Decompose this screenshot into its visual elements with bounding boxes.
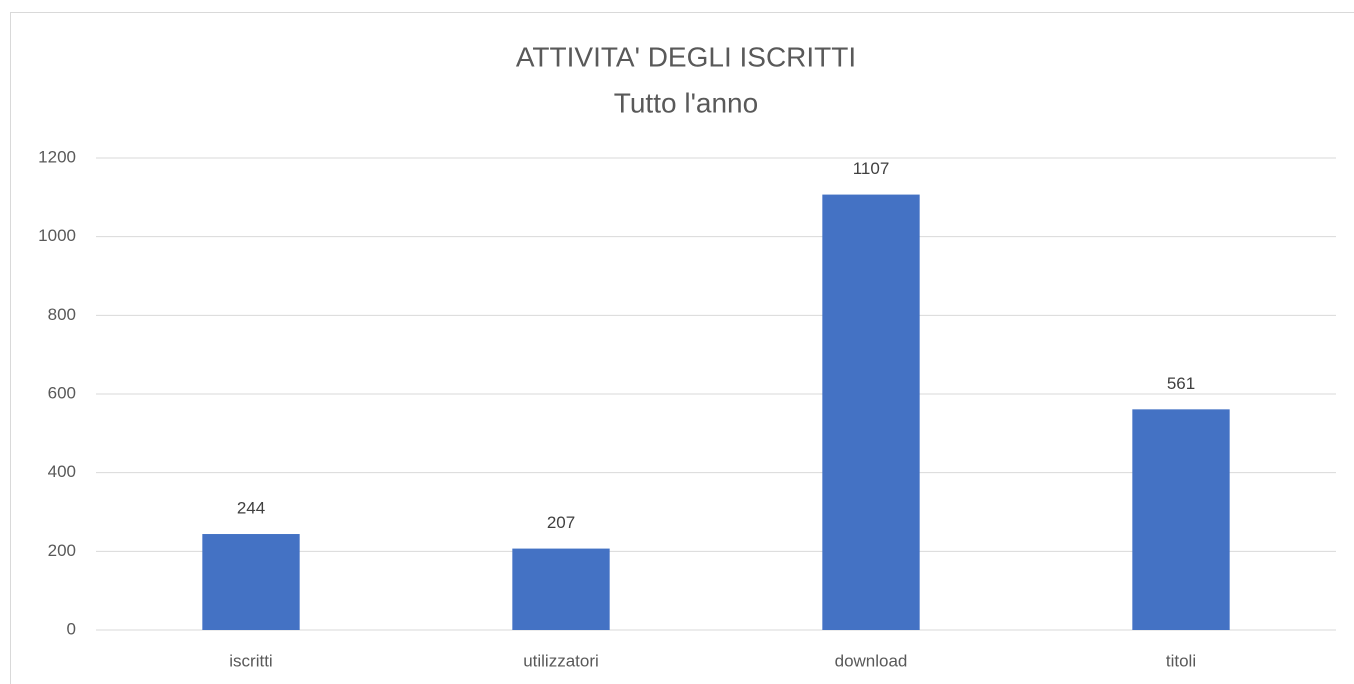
bar — [512, 548, 610, 630]
y-tick-label: 400 — [48, 462, 76, 481]
chart-subtitle: Tutto l'anno — [614, 87, 758, 118]
y-tick-label: 1000 — [38, 226, 76, 245]
data-label: 561 — [1167, 374, 1195, 393]
chart-title: ATTIVITA' DEGLI ISCRITTI — [516, 41, 856, 72]
y-tick-label: 600 — [48, 383, 76, 402]
y-tick-label: 0 — [67, 619, 76, 638]
x-tick-label: iscritti — [229, 651, 272, 670]
bar — [822, 194, 920, 630]
bar — [1132, 409, 1230, 630]
y-tick-label: 800 — [48, 305, 76, 324]
x-tick-label: utilizzatori — [523, 651, 599, 670]
x-tick-label: download — [835, 651, 908, 670]
y-tick-label: 200 — [48, 541, 76, 560]
y-tick-label: 1200 — [38, 147, 76, 166]
bar — [202, 534, 300, 630]
data-label: 207 — [547, 513, 575, 532]
data-label: 1107 — [853, 159, 890, 178]
data-label: 244 — [237, 499, 265, 518]
x-tick-label: titoli — [1166, 651, 1196, 670]
